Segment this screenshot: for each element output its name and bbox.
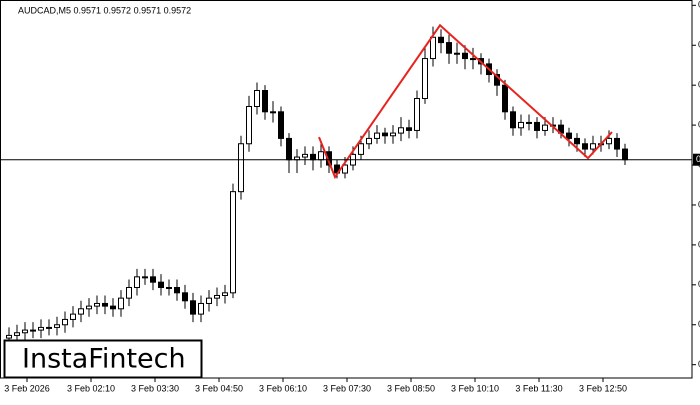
candle-body (286, 137, 292, 161)
candle-body (238, 143, 244, 193)
candle-body (382, 132, 388, 137)
candle-body (126, 286, 132, 299)
candle-body (102, 302, 108, 307)
candle-body (462, 52, 468, 60)
x-tick-label: 3 Feb 07:30 (323, 383, 371, 393)
candle-body (30, 329, 36, 332)
y-tick-label: 0.9630 (698, 0, 700, 10)
candle-body (510, 111, 516, 129)
candle-body (198, 302, 204, 315)
candle-body (86, 305, 92, 310)
candle-body (622, 148, 628, 161)
y-tick-label: 0.9600 (698, 80, 700, 90)
x-tick-label: 3 Feb 08:50 (387, 383, 435, 393)
candle-body (302, 153, 308, 158)
candle-body (606, 137, 612, 145)
x-tick-label: 3 Feb 06:10 (259, 383, 307, 393)
candle-body (166, 286, 172, 289)
candle-body (414, 97, 420, 131)
candle-body (422, 58, 428, 99)
x-tick-label: 3 Feb 10:10 (451, 383, 499, 393)
price-label-box (693, 153, 700, 166)
y-tick-label: 0.9495 (698, 359, 700, 369)
candle-body (526, 121, 532, 124)
chart-title: AUDCAD,M5 0.9571 0.9572 0.9571 0.9572 (18, 5, 191, 15)
candle-body (518, 121, 524, 129)
candle-body (582, 143, 588, 150)
candle-body (278, 111, 284, 139)
y-tick-label: 0.9525 (698, 279, 700, 289)
candle-body (374, 132, 380, 139)
candle-body (14, 332, 20, 336)
y-tick-label: 0.9540 (698, 239, 700, 249)
candle-body (46, 326, 52, 329)
candle-body (70, 313, 76, 320)
logo-box (3, 339, 203, 379)
candle-body (430, 36, 436, 60)
plot-frame (0, 0, 693, 379)
candle-body (142, 276, 148, 279)
candle-body (406, 127, 412, 131)
x-tick-label: 3 Feb 03:30 (131, 383, 179, 393)
candle-body (150, 276, 156, 283)
candle-body (342, 164, 348, 174)
price-label: 0.9572 (696, 154, 700, 164)
x-tick-label: 3 Feb 12:50 (579, 383, 627, 393)
candle-body (94, 302, 100, 307)
x-tick-label: 3 Feb 04:50 (195, 383, 243, 393)
candle-body (318, 151, 324, 161)
y-tick-label: 0.9510 (698, 319, 700, 329)
candle-body (222, 292, 228, 296)
candle-body (246, 105, 252, 145)
candle-body (502, 84, 508, 113)
pattern-line (318, 23, 613, 180)
marks (6, 23, 628, 347)
candle-body (398, 127, 404, 134)
candle-body (358, 143, 364, 155)
y-tick-label: 0.9615 (698, 40, 700, 50)
candle-body (206, 297, 212, 304)
candle-body (110, 305, 116, 310)
candle-body (438, 36, 444, 44)
candle-body (366, 137, 372, 145)
candle-body (62, 318, 68, 326)
candle-body (22, 329, 28, 334)
candle-body (54, 324, 60, 328)
candle-body (262, 90, 268, 113)
candle-body (310, 153, 316, 161)
candle-body (270, 111, 276, 114)
candle-body (542, 124, 548, 131)
candle-body (470, 58, 476, 61)
candle-body (214, 294, 220, 299)
candle-body (118, 297, 124, 310)
x-tick-label: 3 Feb 02:10 (67, 383, 115, 393)
candle-body (446, 42, 452, 54)
candle-body (390, 132, 396, 137)
y-tick-label: 0.9585 (698, 119, 700, 129)
candle-body (614, 137, 620, 150)
candle-body (534, 121, 540, 131)
x-tick-label: 3 Feb 11:30 (515, 383, 562, 393)
candle-body (134, 276, 140, 288)
candle-body (254, 90, 260, 107)
candle-body (78, 308, 84, 315)
candle-body (6, 334, 12, 339)
candle-body (566, 132, 572, 139)
candle-body (190, 300, 196, 315)
x-tick-label: 3 Feb 2026 (4, 383, 50, 393)
candle-body (590, 143, 596, 150)
candle-body (230, 191, 236, 294)
candle-body (158, 281, 164, 288)
y-tick-label: 0.9555 (698, 199, 700, 209)
candle-body (174, 286, 180, 294)
candle-body (574, 137, 580, 145)
candle-body (182, 292, 188, 302)
candle-body (454, 52, 460, 55)
candle-body (38, 326, 44, 331)
logo: InstaFintech (22, 344, 186, 375)
